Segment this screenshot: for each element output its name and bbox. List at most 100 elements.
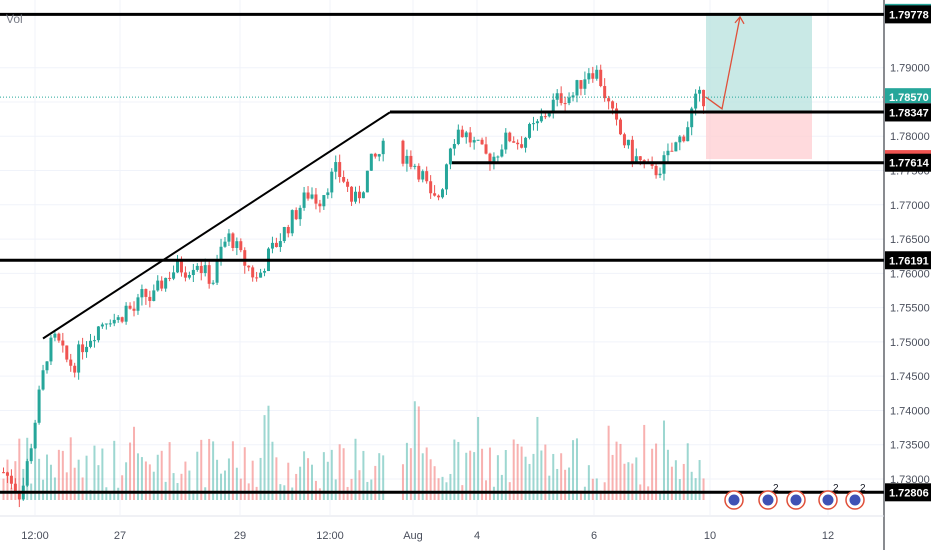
candle[interactable] <box>247 265 251 268</box>
candle[interactable] <box>571 95 575 98</box>
candle[interactable] <box>176 259 180 273</box>
candle[interactable] <box>2 472 5 474</box>
candle[interactable] <box>437 195 441 198</box>
candle[interactable] <box>235 241 239 248</box>
candle[interactable] <box>500 149 504 157</box>
candle[interactable] <box>539 116 543 122</box>
candle[interactable] <box>334 162 338 172</box>
candle[interactable] <box>603 86 607 99</box>
candle[interactable] <box>361 192 365 199</box>
candle[interactable] <box>144 289 148 297</box>
candle[interactable] <box>326 192 330 196</box>
candle[interactable] <box>535 121 539 124</box>
candle[interactable] <box>85 346 89 353</box>
target-zone[interactable] <box>706 12 812 112</box>
candle[interactable] <box>49 337 53 362</box>
candle[interactable] <box>694 93 698 109</box>
candle[interactable] <box>290 210 294 234</box>
candle[interactable] <box>508 132 512 142</box>
candle[interactable] <box>274 242 278 248</box>
candle[interactable] <box>666 150 670 156</box>
candle[interactable] <box>607 98 611 102</box>
candle[interactable] <box>9 475 13 484</box>
candle[interactable] <box>524 137 528 148</box>
candle[interactable] <box>638 156 642 161</box>
candle[interactable] <box>441 189 445 198</box>
candle[interactable] <box>239 241 243 251</box>
candle[interactable] <box>33 422 37 449</box>
candle[interactable] <box>219 246 223 261</box>
candle[interactable] <box>259 272 263 278</box>
candle[interactable] <box>618 119 622 135</box>
candle[interactable] <box>634 156 638 162</box>
candle[interactable] <box>350 186 354 202</box>
candle[interactable] <box>96 326 100 341</box>
candle[interactable] <box>306 192 310 199</box>
candle[interactable] <box>338 162 342 178</box>
candle[interactable] <box>112 319 116 324</box>
candle[interactable] <box>670 150 674 152</box>
candle[interactable] <box>164 277 168 289</box>
candle[interactable] <box>136 297 140 311</box>
candle[interactable] <box>492 156 496 164</box>
candle[interactable] <box>187 275 191 278</box>
projection-arrow[interactable] <box>705 16 741 110</box>
candle[interactable] <box>13 483 17 492</box>
candle[interactable] <box>302 192 306 208</box>
candle[interactable] <box>567 97 571 104</box>
candle[interactable] <box>702 89 706 107</box>
candle[interactable] <box>53 333 57 338</box>
candle[interactable] <box>555 93 559 100</box>
candle[interactable] <box>203 265 207 274</box>
candle[interactable] <box>409 155 413 167</box>
candle[interactable] <box>468 132 472 143</box>
candle[interactable] <box>444 164 448 190</box>
candle[interactable] <box>294 210 298 220</box>
candle[interactable] <box>448 148 452 165</box>
candle[interactable] <box>124 305 128 322</box>
candle[interactable] <box>615 108 619 120</box>
candle[interactable] <box>183 272 187 278</box>
candle[interactable] <box>57 333 61 341</box>
candle[interactable] <box>270 242 274 249</box>
candle[interactable] <box>421 171 425 180</box>
candle[interactable] <box>322 195 326 207</box>
candle[interactable] <box>120 317 124 322</box>
candle[interactable] <box>179 259 183 273</box>
candle[interactable] <box>698 89 702 94</box>
candle[interactable] <box>61 340 65 346</box>
candle[interactable] <box>231 233 235 248</box>
candle[interactable] <box>298 207 302 220</box>
candle[interactable] <box>622 134 626 146</box>
candle[interactable] <box>81 344 85 353</box>
candle[interactable] <box>365 170 369 193</box>
candle[interactable] <box>401 140 405 164</box>
candle[interactable] <box>630 139 634 162</box>
candle[interactable] <box>686 127 690 142</box>
candle[interactable] <box>330 171 334 193</box>
candle[interactable] <box>116 317 120 320</box>
candle[interactable] <box>611 101 615 109</box>
candle[interactable] <box>100 324 104 327</box>
candle[interactable] <box>583 79 587 89</box>
candle[interactable] <box>377 154 381 157</box>
candle[interactable] <box>563 103 567 105</box>
candle[interactable] <box>512 141 516 143</box>
candle[interactable] <box>516 142 520 145</box>
candle[interactable] <box>472 140 476 143</box>
candle[interactable] <box>559 93 563 104</box>
candle[interactable] <box>243 250 247 266</box>
candle[interactable] <box>37 389 41 423</box>
candle[interactable] <box>551 99 555 113</box>
candle[interactable] <box>480 139 484 145</box>
candle[interactable] <box>314 194 318 204</box>
candle[interactable] <box>223 241 227 247</box>
candle[interactable] <box>496 156 500 158</box>
candle[interactable] <box>5 472 9 476</box>
candle[interactable] <box>674 142 678 152</box>
candle[interactable] <box>92 340 96 342</box>
candle[interactable] <box>678 136 682 143</box>
candle[interactable] <box>152 290 156 301</box>
candle[interactable] <box>160 280 164 289</box>
